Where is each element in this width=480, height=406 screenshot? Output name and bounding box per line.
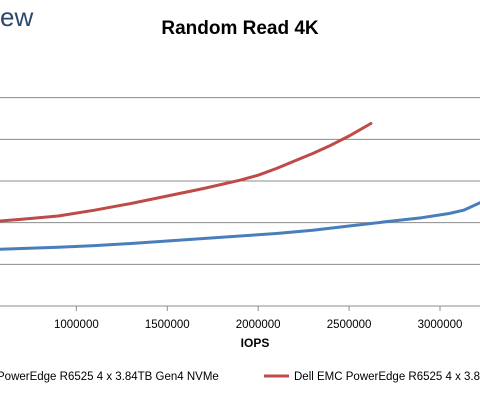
x-tick-label-1: 1500000 (145, 319, 190, 331)
x-tick-label-3: 2500000 (327, 319, 372, 331)
brand-logo-text: ew (0, 2, 34, 32)
x-tick-label-0: 1000000 (54, 319, 99, 331)
x-tick-label-4: 3000000 (418, 319, 463, 331)
legend-label-1: Dell EMC PowerEdge R6525 4 x 3.8 (294, 371, 480, 383)
series-line-0 (0, 201, 480, 251)
series-line-1 (0, 122, 373, 223)
x-axis-label: IOPS (241, 336, 270, 350)
chart-title: Random Read 4K (161, 18, 319, 39)
x-tick-label-2: 2000000 (236, 319, 281, 331)
legend-label-0: PowerEdge R6525 4 x 3.84TB Gen4 NVMe (0, 371, 219, 383)
